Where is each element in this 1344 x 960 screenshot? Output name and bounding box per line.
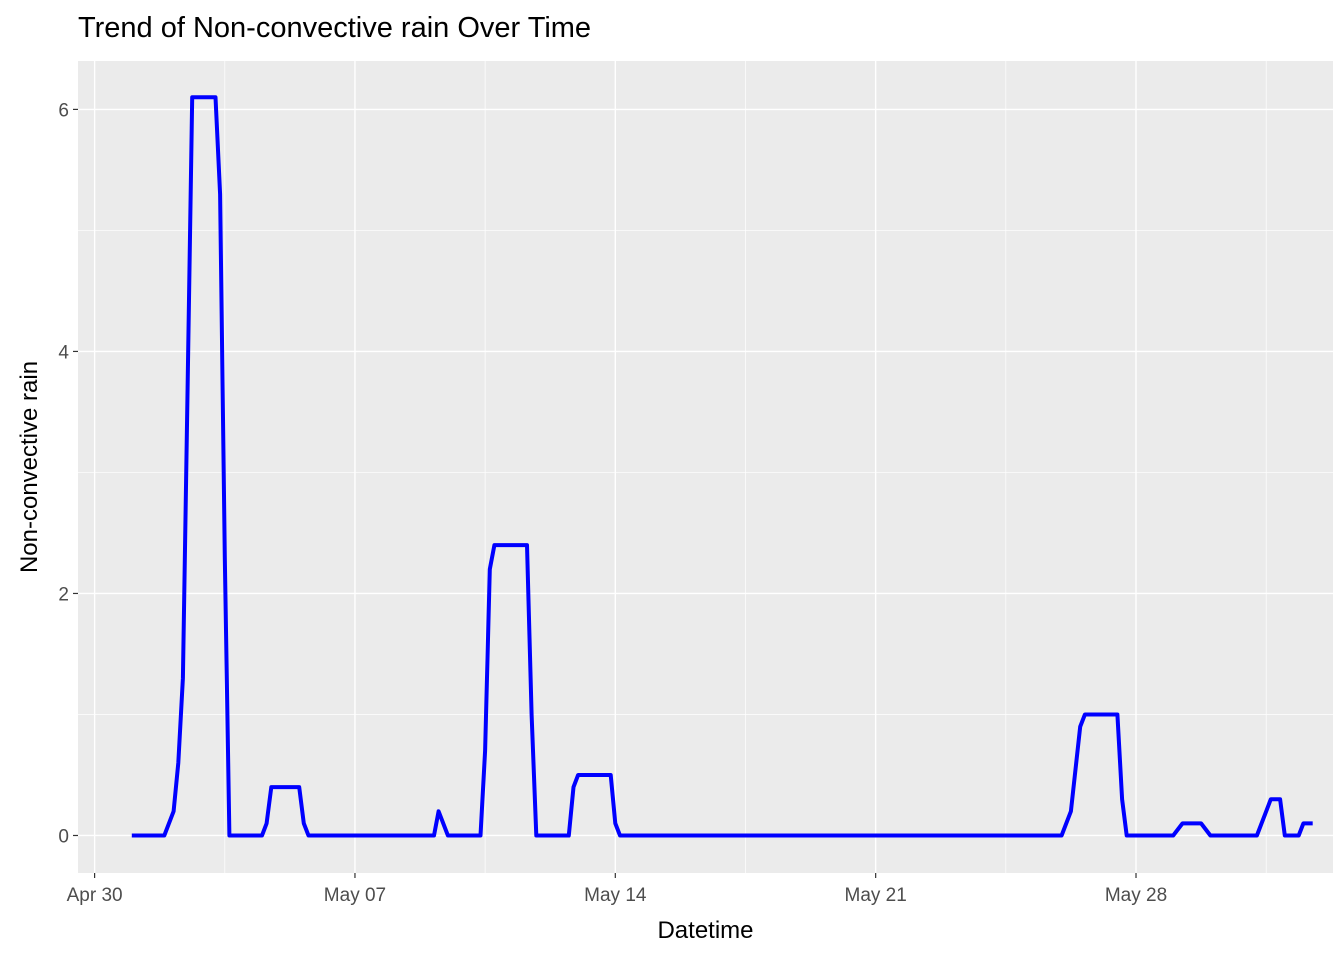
y-tick-label: 0: [58, 826, 69, 847]
x-tick-label: May 28: [1105, 885, 1167, 906]
series-layer: [131, 95, 1313, 838]
x-axis-title: Datetime: [657, 917, 753, 944]
y-tick-labels: 0 2 4 6: [58, 100, 69, 847]
grid-minor: [78, 61, 1333, 873]
y-tick-label: 4: [58, 342, 69, 363]
y-tick-label: 6: [58, 100, 69, 121]
plot-panel: [78, 61, 1333, 873]
axis-ticks: [73, 108, 1137, 878]
x-tick-labels: Apr 30 May 07 May 14 May 21 May 28: [67, 885, 1168, 906]
x-tick-label: May 07: [324, 885, 386, 906]
chart-title: Trend of Non-convective rain Over Time: [78, 12, 592, 44]
y-tick-label: 2: [58, 584, 69, 605]
y-axis-title: Non-convective rain: [16, 361, 43, 573]
grid-major: [78, 61, 1333, 873]
series-line: [131, 95, 1313, 838]
x-tick-label: May 21: [845, 885, 907, 906]
x-tick-label: May 14: [584, 885, 647, 906]
x-tick-label: Apr 30: [67, 885, 123, 906]
